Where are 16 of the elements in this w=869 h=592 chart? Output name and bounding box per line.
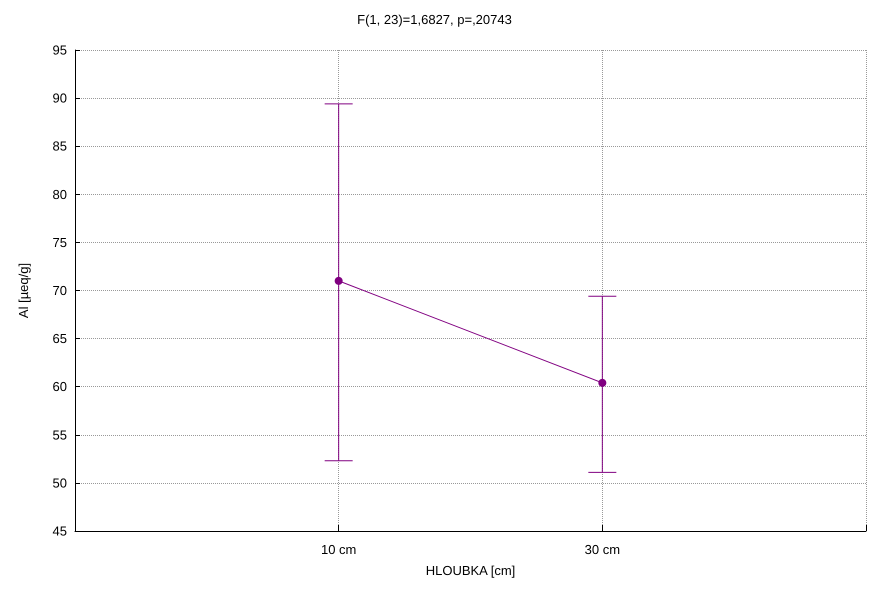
x-tick-label: 10 cm [320, 542, 356, 557]
y-tick-label: 95 [52, 42, 67, 58]
y-tick-label: 55 [52, 427, 67, 442]
y-tick-label: 50 [52, 475, 67, 490]
y-tick-label: 90 [52, 90, 67, 106]
x-tick-label: 30 cm [584, 542, 620, 557]
chart-title: F(1, 23)=1,6827, p=,20743 [357, 12, 512, 27]
y-tick-label: 85 [52, 138, 67, 154]
y-tick-label: 80 [52, 186, 67, 202]
y-tick-label: 75 [52, 234, 67, 250]
y-axis-title: Al [µeq/g] [16, 262, 31, 318]
y-tick-label: 70 [52, 283, 67, 298]
y-tick-label: 60 [52, 379, 67, 394]
x-axis-title: HLOUBKA [cm] [426, 563, 516, 578]
y-tick-label: 45 [52, 524, 67, 538]
y-tick-label: 65 [52, 331, 67, 346]
